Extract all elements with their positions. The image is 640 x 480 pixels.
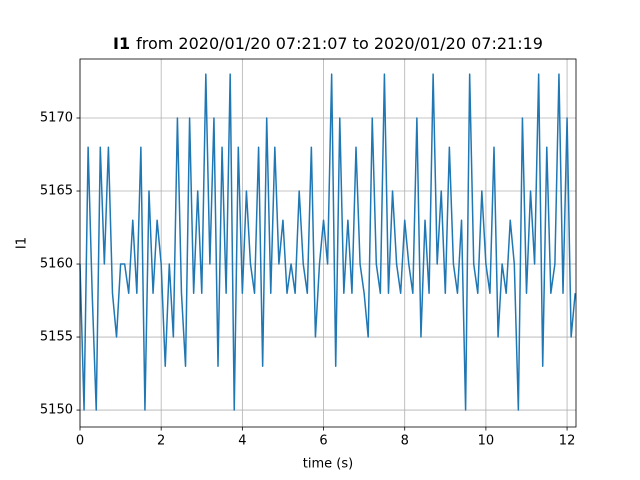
- title-text: from 2020/01/20 07:21:07 to 2020/01/20 0…: [136, 34, 543, 53]
- x-tick-label: 6: [319, 434, 327, 449]
- y-tick-label: 5165: [40, 184, 73, 199]
- line-series: [79, 73, 576, 411]
- x-tick-label: 2: [157, 434, 165, 449]
- x-tick-label: 0: [76, 434, 84, 449]
- y-tick-label: 5150: [40, 403, 73, 418]
- title-bold: I1: [113, 34, 130, 53]
- x-axis-label: time (s): [303, 457, 353, 472]
- axes-frame: [79, 58, 577, 428]
- y-tick-label: 5160: [40, 257, 73, 272]
- x-tick-label: 10: [478, 434, 495, 449]
- x-tick-label: 12: [559, 434, 576, 449]
- y-axis-label: I1: [15, 237, 30, 249]
- y-tick-label: 5155: [40, 330, 73, 345]
- x-tick-label: 4: [238, 434, 246, 449]
- y-tick-label: 5170: [40, 110, 73, 125]
- chart-title: I1 from 2020/01/20 07:21:07 to 2020/01/20…: [113, 34, 543, 53]
- x-tick-label: 8: [401, 434, 409, 449]
